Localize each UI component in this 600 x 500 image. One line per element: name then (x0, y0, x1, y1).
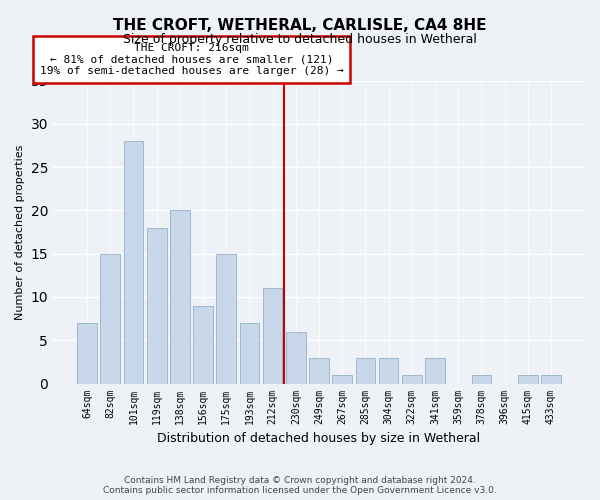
Text: THE CROFT, WETHERAL, CARLISLE, CA4 8HE: THE CROFT, WETHERAL, CARLISLE, CA4 8HE (113, 18, 487, 32)
Bar (193, 306, 213, 384)
Bar (217, 254, 236, 384)
Y-axis label: Number of detached properties: Number of detached properties (15, 144, 25, 320)
Bar (356, 358, 375, 384)
Bar (286, 332, 305, 384)
Bar (309, 358, 329, 384)
Bar (332, 375, 352, 384)
Bar (263, 288, 283, 384)
Bar (402, 375, 422, 384)
Bar (147, 228, 167, 384)
Bar (77, 323, 97, 384)
Text: Size of property relative to detached houses in Wetheral: Size of property relative to detached ho… (123, 32, 477, 46)
Text: Contains HM Land Registry data © Crown copyright and database right 2024.
Contai: Contains HM Land Registry data © Crown c… (103, 476, 497, 495)
Text: THE CROFT: 216sqm
← 81% of detached houses are smaller (121)
19% of semi-detache: THE CROFT: 216sqm ← 81% of detached hous… (40, 43, 343, 76)
Bar (100, 254, 120, 384)
X-axis label: Distribution of detached houses by size in Wetheral: Distribution of detached houses by size … (157, 432, 481, 445)
Bar (472, 375, 491, 384)
Bar (379, 358, 398, 384)
Bar (425, 358, 445, 384)
Bar (124, 141, 143, 384)
Bar (239, 323, 259, 384)
Bar (541, 375, 561, 384)
Bar (518, 375, 538, 384)
Bar (170, 210, 190, 384)
